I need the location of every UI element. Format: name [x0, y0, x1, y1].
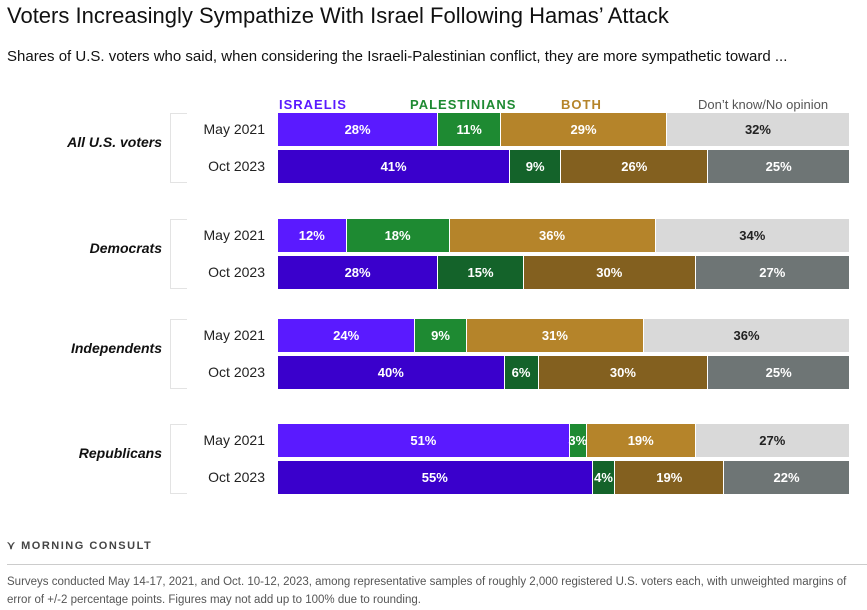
- group-bracket: [170, 113, 187, 183]
- bar-segment-palestinians: 9%: [510, 150, 562, 183]
- legend-both: BOTH: [561, 97, 602, 112]
- footnote: Surveys conducted May 14-17, 2021, and O…: [7, 576, 847, 606]
- bar-segment-both: 29%: [501, 113, 667, 146]
- row-label: Oct 2023: [208, 364, 265, 380]
- bar-segment-palestinians: 6%: [504, 356, 539, 389]
- bar-segment-both: 26%: [561, 150, 709, 183]
- legend-israelis: ISRAELIS: [279, 97, 347, 112]
- bar-segment-israelis: 40%: [278, 356, 505, 389]
- bar-segment-israelis: 51%: [278, 424, 570, 457]
- bar-segment-dont-know: 25%: [708, 356, 850, 389]
- legend-palestinians: PALESTINIANS: [410, 97, 517, 112]
- bar-segment-palestinians: 11%: [438, 113, 502, 146]
- row-label: May 2021: [203, 227, 265, 243]
- bar-segment-both: 31%: [466, 319, 645, 352]
- bar-segment-israelis: 28%: [278, 113, 439, 146]
- group-label: Republicans: [78, 445, 162, 461]
- group-bracket: [170, 219, 187, 289]
- group-label: All U.S. voters: [67, 134, 162, 150]
- bar-segment-palestinians: 18%: [346, 219, 450, 252]
- morning-consult-logo: ⋎ MORNING CONSULT: [7, 540, 153, 552]
- bar-segment-palestinians: 15%: [438, 256, 524, 289]
- bar-segment-dont-know: 27%: [695, 424, 850, 457]
- bar-segment-palestinians: 3%: [568, 424, 587, 457]
- bar-segment-palestinians: 4%: [592, 461, 616, 494]
- bar-segment-both: 30%: [538, 356, 709, 389]
- bar-segment-both: 19%: [615, 461, 725, 494]
- chart-subtitle: Shares of U.S. voters who said, when con…: [7, 48, 788, 65]
- bar-segment-dont-know: 32%: [666, 113, 850, 146]
- bar-segment-both: 36%: [449, 219, 656, 252]
- bar-segment-israelis: 28%: [278, 256, 439, 289]
- bar-segment-dont-know: 27%: [695, 256, 850, 289]
- bar-segment-israelis: 41%: [278, 150, 511, 183]
- bar-segment-dont-know: 25%: [708, 150, 850, 183]
- bar-segment-dont-know: 36%: [644, 319, 850, 352]
- bar-segment-israelis: 24%: [278, 319, 416, 352]
- divider: [7, 564, 867, 565]
- row-label: Oct 2023: [208, 158, 265, 174]
- bar-segment-dont-know: 22%: [724, 461, 850, 494]
- bar-segment-palestinians: 9%: [415, 319, 467, 352]
- bar-segment-israelis: 12%: [278, 219, 347, 252]
- bar-segment-israelis: 55%: [278, 461, 593, 494]
- row-label: May 2021: [203, 432, 265, 448]
- row-label: Oct 2023: [208, 264, 265, 280]
- legend-dont-know: Don’t know/No opinion: [698, 97, 829, 112]
- bar-segment-dont-know: 34%: [655, 219, 850, 252]
- bar-segment-both: 30%: [523, 256, 696, 289]
- bar-segment-both: 19%: [586, 424, 696, 457]
- group-bracket: [170, 424, 187, 494]
- row-label: Oct 2023: [208, 469, 265, 485]
- group-label: Democrats: [89, 240, 162, 256]
- logo-icon: ⋎: [7, 540, 22, 552]
- group-label: Independents: [70, 340, 162, 356]
- group-bracket: [170, 319, 187, 389]
- row-label: May 2021: [203, 327, 265, 343]
- chart-title: Voters Increasingly Sympathize With Isra…: [7, 3, 669, 28]
- row-label: May 2021: [203, 121, 265, 137]
